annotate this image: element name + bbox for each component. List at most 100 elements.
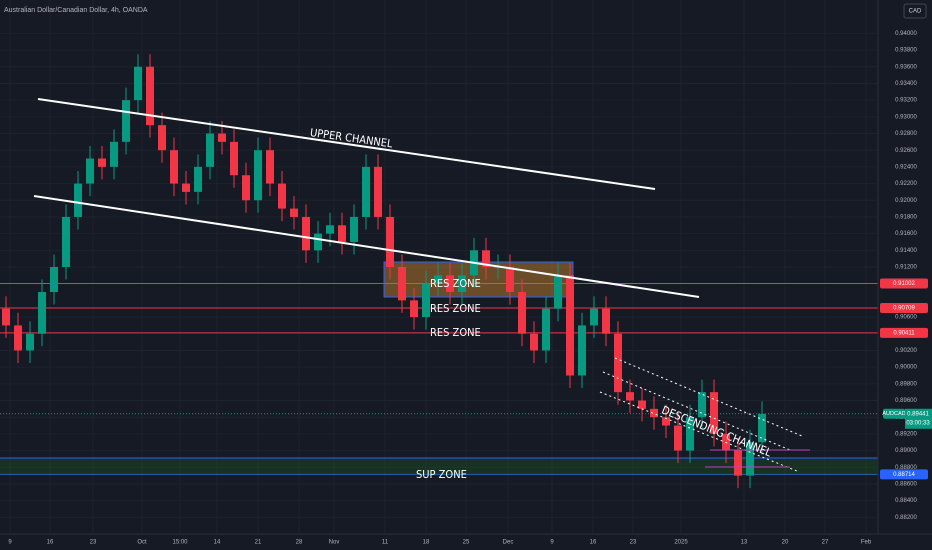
candle-body [554, 275, 562, 309]
y-tick-label: 0.93800 [895, 48, 917, 54]
annotation: SUP ZONE [416, 468, 467, 481]
y-tick-label: 0.90000 [895, 365, 917, 371]
price-label: 0.90411 [893, 330, 915, 336]
candle-body [86, 158, 94, 184]
x-tick-label: 28 [296, 540, 303, 546]
candle-body [386, 216, 394, 267]
price-label-bg [880, 469, 928, 480]
candle-body [446, 275, 454, 293]
candle-body [650, 408, 658, 418]
candle-body [746, 442, 754, 476]
trendline [37, 98, 656, 190]
symbol: AUDCAD [882, 411, 905, 417]
channel-line [614, 357, 803, 437]
candle-body [122, 100, 130, 142]
y-tick-label: 0.89800 [895, 381, 917, 387]
candle-body [110, 141, 118, 167]
trendline [33, 195, 700, 298]
y-tick-label: 0.93400 [895, 81, 917, 87]
candle-body [482, 250, 490, 267]
channel-line [599, 391, 798, 472]
x-tick-label: 23 [90, 540, 97, 546]
candle-body [242, 175, 250, 201]
price-label-bg [880, 302, 928, 313]
annotation: RES ZONE [430, 277, 481, 290]
candle-body [218, 133, 226, 142]
candle-body [566, 275, 574, 376]
x-tick-label: 18 [423, 540, 430, 546]
candle-body [674, 425, 682, 451]
y-tick-label: 0.91800 [895, 215, 917, 221]
y-tick-label: 0.90200 [895, 348, 917, 354]
candle-body [578, 325, 586, 376]
candle-body [698, 392, 706, 418]
price-label-bg [880, 327, 928, 338]
y-tick-label: 0.94000 [895, 31, 917, 37]
x-tick-label: 2025 [674, 540, 688, 546]
candle-body [434, 275, 442, 284]
candle-body [74, 183, 82, 217]
header-title: Australian Dollar/Canadian Dollar, 4h, O… [4, 7, 148, 14]
x-tick-label: Nov [329, 540, 340, 546]
annotation: RES ZONE [430, 326, 481, 339]
candle-body [590, 308, 598, 326]
candle-body [2, 308, 10, 326]
x-tick-label: 16 [47, 540, 54, 546]
candle-body [326, 225, 334, 234]
candle-body [350, 216, 358, 242]
countdown: 03:00:33 [906, 420, 930, 426]
candle-body [398, 267, 406, 301]
res-box [383, 261, 574, 298]
candle-body [530, 333, 538, 351]
price-label: 0.88714 [893, 472, 915, 478]
candle-body [146, 66, 154, 126]
price-label-bg [880, 278, 928, 289]
candle-body [62, 216, 70, 267]
candle-body [362, 166, 370, 217]
y-tick-label: 0.91200 [895, 265, 917, 271]
price-label: 0.90709 [893, 306, 915, 312]
candle-body [26, 333, 34, 351]
y-tick-label: 0.88800 [895, 465, 917, 471]
x-tick-label: 27 [822, 540, 829, 546]
x-tick-label: 14 [214, 540, 221, 546]
candle-body [422, 283, 430, 318]
candle-body [734, 450, 742, 476]
currency-button[interactable] [903, 3, 927, 19]
x-tick-label: Oct [137, 540, 147, 546]
y-tick-label: 0.89200 [895, 431, 917, 437]
x-tick-label: 23 [630, 540, 637, 546]
x-tick-label: 21 [255, 540, 262, 546]
candle-body [230, 141, 238, 176]
last-price: 0.89441 [907, 411, 929, 417]
x-tick-label: 9 [8, 540, 12, 546]
candle-body [662, 417, 670, 426]
candle-body [626, 392, 634, 401]
candle-body [458, 275, 466, 293]
y-tick-label: 0.88400 [895, 498, 917, 504]
y-tick-label: 0.92200 [895, 181, 917, 187]
y-tick-label: 0.93200 [895, 98, 917, 104]
x-tick-label: 25 [463, 540, 470, 546]
candle-body [494, 267, 502, 268]
candle-body [158, 125, 166, 151]
candle-body [302, 216, 310, 251]
candle-body [50, 267, 58, 293]
x-tick-label: 11 [382, 540, 389, 546]
candle-body [758, 413, 766, 443]
symbol-bg [883, 408, 905, 419]
y-tick-label: 0.89000 [895, 448, 917, 454]
candle-body [134, 66, 142, 101]
candle-body [170, 150, 178, 184]
x-tick-label: Dec [503, 540, 514, 546]
candle-body [14, 325, 22, 351]
y-tick-label: 0.89600 [895, 398, 917, 404]
candle-body [206, 133, 214, 167]
y-tick-label: 0.93600 [895, 64, 917, 70]
candle-body [614, 333, 622, 393]
y-tick-label: 0.91400 [895, 248, 917, 254]
x-tick-label: 13 [741, 540, 748, 546]
currency[interactable]: CAD [909, 9, 922, 15]
candle-body [638, 400, 646, 409]
